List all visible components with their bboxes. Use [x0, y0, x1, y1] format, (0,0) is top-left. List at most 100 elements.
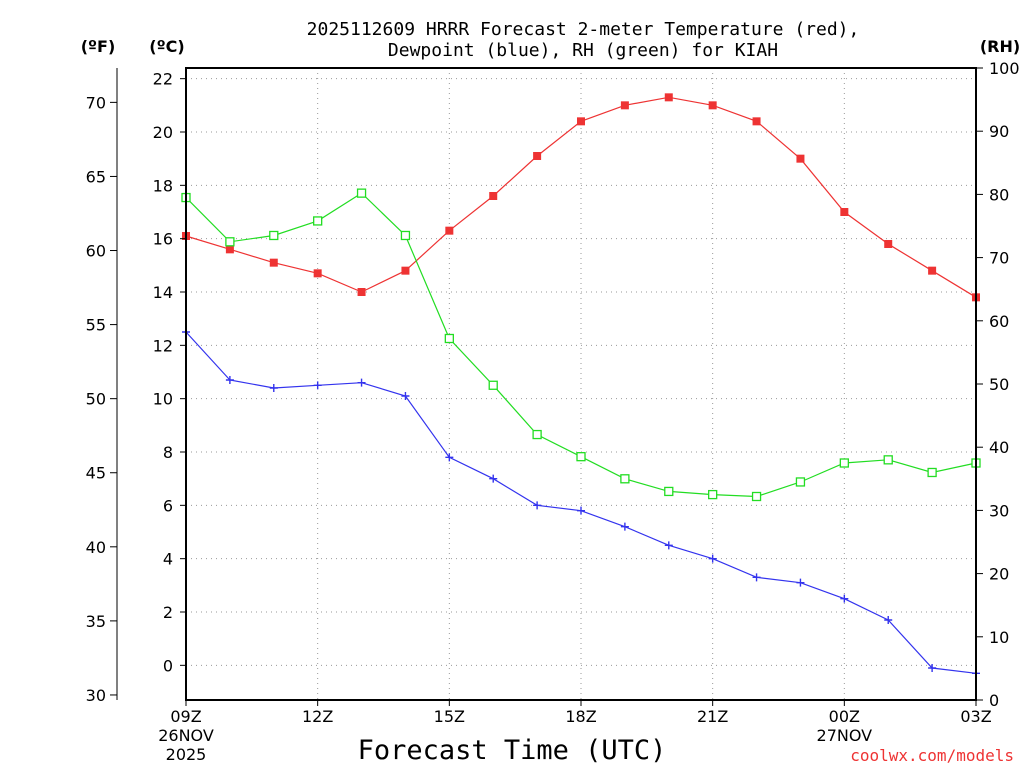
- chart-title-line2: Dewpoint (blue), RH (green) for KIAH: [388, 40, 778, 61]
- fahrenheit-tick-label: 30: [86, 686, 106, 705]
- rh-axis-label: (RH): [980, 37, 1020, 56]
- x-axis-title: Forecast Time (UTC): [358, 735, 667, 766]
- celsius-tick-label: 6: [163, 496, 173, 515]
- dewpoint-point: [225, 376, 234, 384]
- fahrenheit-axis-label: (ºF): [81, 37, 116, 56]
- dewpoint-point: [928, 664, 937, 672]
- dewpoint-point: [357, 378, 366, 387]
- rh-point: [883, 455, 893, 465]
- dewpoint-point: [664, 541, 673, 550]
- rh-point: [620, 474, 630, 484]
- fahrenheit-tick-label: 45: [86, 464, 106, 483]
- series-layer: [181, 93, 981, 678]
- x-tick-label: 15Z: [434, 707, 465, 726]
- rh-tick-label: 10: [989, 628, 1009, 647]
- dewpoint-point: [577, 506, 585, 515]
- dewpoint-point: [533, 501, 542, 510]
- celsius-tick-label: 4: [163, 550, 173, 569]
- rh-tick-label: 30: [989, 501, 1009, 520]
- celsius-tick-label: 8: [163, 443, 173, 462]
- rh-point: [839, 458, 849, 468]
- rh-point: [795, 477, 806, 487]
- dewpoint-point: [620, 522, 629, 531]
- rh-tick-label: 100: [989, 59, 1020, 78]
- rh-point: [532, 429, 542, 440]
- x-tick-label: 12Z: [302, 707, 333, 726]
- fahrenheit-tick-label: 35: [86, 612, 106, 631]
- rh-point: [444, 333, 454, 344]
- rh-tick-label: 90: [989, 122, 1009, 141]
- temperature-point: [884, 240, 893, 248]
- temperature-point: [533, 152, 542, 160]
- rh-tick-label: 0: [989, 691, 999, 710]
- rh-point: [356, 188, 367, 198]
- rh-point: [708, 489, 718, 500]
- rh-tick-label: 40: [989, 438, 1009, 457]
- temperature-point: [225, 245, 234, 254]
- temperature-point: [577, 117, 585, 126]
- celsius-tick-label: 16: [153, 230, 173, 249]
- dewpoint-point: [884, 616, 893, 624]
- x-tick-year: 2025: [166, 745, 207, 764]
- temperature-point: [445, 226, 454, 235]
- dewpoint-point: [445, 453, 454, 462]
- celsius-tick-label: 20: [153, 123, 173, 142]
- x-tick-date: 27NOV: [817, 726, 873, 745]
- rh-point: [269, 230, 279, 241]
- celsius-tick-label: 18: [153, 176, 173, 195]
- rh-point: [488, 380, 498, 390]
- temperature-point: [269, 258, 278, 267]
- rh-point: [400, 230, 411, 241]
- dewpoint-point: [313, 381, 322, 390]
- celsius-tick-label: 12: [153, 336, 173, 355]
- fahrenheit-tick-label: 40: [86, 538, 106, 557]
- celsius-tick-label: 10: [153, 390, 173, 409]
- dewpoint-point: [269, 384, 278, 392]
- rh-point: [225, 237, 235, 247]
- temperature-point: [489, 192, 498, 200]
- x-tick-label: 21Z: [697, 707, 728, 726]
- dewpoint-point: [401, 392, 410, 400]
- rh-point: [751, 491, 762, 502]
- fahrenheit-tick-label: 55: [86, 316, 106, 335]
- dewpoint-point: [489, 474, 498, 483]
- rh-tick-label: 20: [989, 565, 1009, 584]
- fahrenheit-tick-label: 70: [86, 93, 106, 112]
- celsius-tick-label: 14: [153, 283, 173, 302]
- x-tick-label: 03Z: [960, 707, 991, 726]
- temperature-point: [401, 266, 410, 275]
- rh-point: [576, 452, 586, 462]
- celsius-axis-label: (ºC): [149, 37, 184, 56]
- rh-point: [927, 467, 937, 478]
- celsius-tick-label: 22: [153, 70, 173, 89]
- dewpoint-point: [752, 573, 761, 582]
- rh-tick-label: 70: [989, 249, 1009, 268]
- watermark: coolwx.com/models: [850, 746, 1014, 765]
- temperature-point: [620, 101, 629, 110]
- rh-point: [664, 486, 674, 497]
- celsius-tick-label: 2: [163, 603, 173, 622]
- rh-tick-label: 80: [989, 185, 1009, 204]
- fahrenheit-tick-label: 60: [86, 242, 106, 261]
- x-tick-label: 00Z: [829, 707, 860, 726]
- temperature-point: [708, 101, 717, 110]
- dewpoint-point: [840, 594, 849, 603]
- dewpoint-point: [708, 554, 717, 563]
- temperature-point: [928, 266, 937, 275]
- rh-tick-label: 50: [989, 375, 1009, 394]
- x-tick-date: 26NOV: [158, 726, 214, 745]
- rh-tick-label: 60: [989, 312, 1009, 331]
- grid-layer: [186, 68, 976, 700]
- temperature-point: [313, 269, 322, 278]
- chart-title-line1: 2025112609 HRRR Forecast 2-meter Tempera…: [307, 19, 860, 40]
- celsius-tick-label: 0: [163, 656, 173, 675]
- temperature-point: [664, 93, 673, 102]
- rh-point: [313, 216, 323, 226]
- temperature-point: [752, 117, 761, 126]
- x-tick-label: 18Z: [565, 707, 596, 726]
- x-tick-label: 09Z: [170, 707, 201, 726]
- temperature-point: [357, 288, 366, 296]
- fahrenheit-tick-label: 65: [86, 167, 106, 186]
